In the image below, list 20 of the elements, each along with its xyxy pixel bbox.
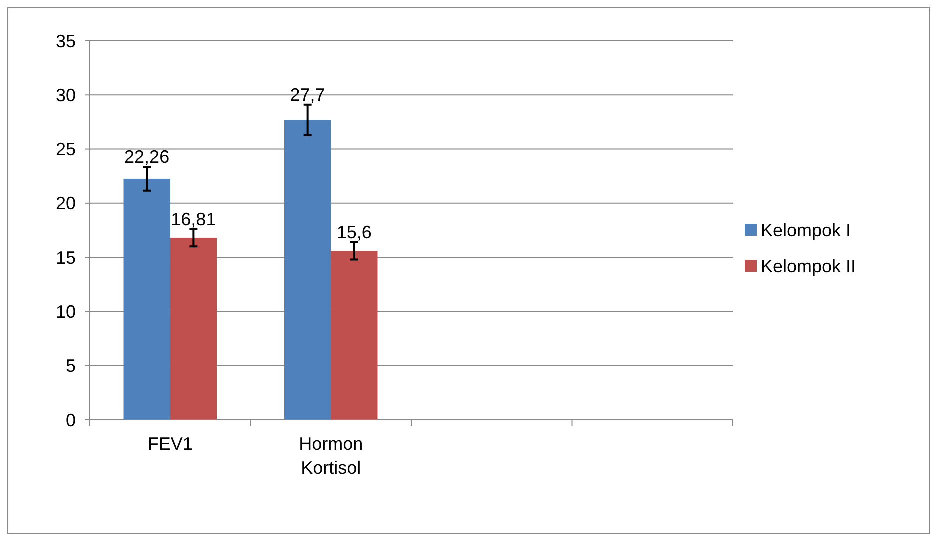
x-tick-label: Hormon Kortisol bbox=[299, 434, 364, 478]
data-label: 15,6 bbox=[336, 222, 372, 242]
y-tick-label: 15 bbox=[56, 248, 76, 268]
y-tick-label: 30 bbox=[56, 85, 76, 106]
y-tick-label: 5 bbox=[66, 356, 76, 376]
data-label: 16,81 bbox=[171, 209, 216, 230]
y-tick-label: 25 bbox=[56, 140, 76, 160]
legend-label: Kelompok I bbox=[761, 220, 852, 240]
bar bbox=[170, 238, 217, 420]
y-tick-label: 35 bbox=[56, 31, 76, 52]
y-tick-label: 0 bbox=[66, 410, 76, 430]
bar bbox=[124, 178, 170, 420]
legend-label: Kelompok II bbox=[761, 256, 856, 276]
data-label: 27,7 bbox=[290, 84, 326, 105]
bar bbox=[331, 251, 378, 420]
x-tick-label: FEV1 bbox=[148, 434, 193, 454]
y-tick-label: 20 bbox=[56, 194, 76, 214]
bar bbox=[284, 120, 332, 420]
y-tick-label: 10 bbox=[56, 302, 76, 322]
data-label: 22,26 bbox=[124, 147, 170, 168]
